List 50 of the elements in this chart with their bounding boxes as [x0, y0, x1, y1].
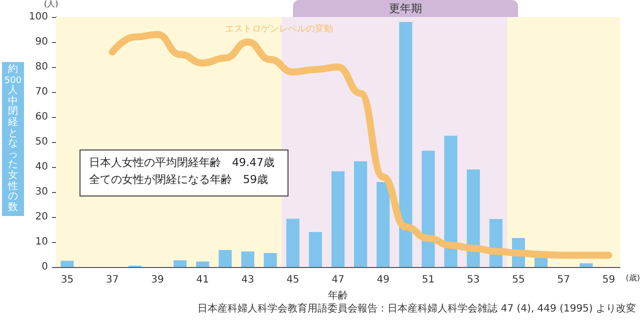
bar	[60, 260, 74, 267]
text: (歳)	[626, 274, 640, 282]
period-tab: 更年期	[292, 0, 518, 17]
y-tick-label: 50	[35, 136, 48, 148]
bar	[308, 232, 322, 267]
y-tick-label: 70	[35, 86, 48, 98]
y-tick-label: 100	[28, 12, 48, 22]
bar	[354, 161, 368, 267]
x-tick-label: 41	[196, 274, 210, 286]
bar	[422, 150, 435, 267]
y-tick-label: 80	[35, 62, 48, 72]
x-tick-label: 51	[422, 274, 435, 286]
bar	[331, 171, 345, 267]
bar	[399, 22, 412, 267]
x-tick-label: 55	[512, 274, 525, 286]
y-tick-label: 30	[35, 186, 48, 198]
x-axis-title: 年齢	[328, 290, 348, 302]
x-tick-label: 39	[151, 274, 164, 286]
x-tick-label: 37	[106, 274, 119, 286]
x-tick-label: 47	[332, 274, 344, 286]
x-tick-label: 57	[557, 274, 570, 286]
x-tick-label: 49	[376, 274, 390, 286]
y-tick-label: 0	[42, 262, 48, 272]
bar	[196, 262, 210, 267]
x-tick-label: 45	[286, 274, 300, 286]
y-tick-label: 90	[35, 36, 48, 48]
bar	[444, 136, 458, 267]
x-tick-label: 53	[466, 274, 480, 286]
y-tick-label: 10	[35, 236, 48, 248]
text: 日本産科婦人科学会教育用語委員会報告：日本産科婦人科学会雑誌 47 (4), 449 (1995) より改変	[198, 302, 636, 314]
annotation: 日本人女性の平均閉経年齢 49.47歳	[89, 156, 274, 169]
bar	[376, 182, 390, 267]
bar	[174, 260, 187, 267]
bar	[218, 250, 232, 267]
bar	[286, 218, 300, 267]
text: エストロゲンレベルの変動	[225, 24, 333, 34]
y-tick-label: 20	[35, 212, 48, 222]
text: 約500人中閉経となった女性の数	[4, 64, 22, 213]
x-tick-label: 35	[60, 274, 74, 286]
bar	[580, 263, 593, 267]
bar	[241, 252, 254, 267]
x-tick-label: 43	[241, 274, 254, 286]
text: (人)	[44, 0, 58, 8]
bar	[264, 253, 277, 267]
y-tick-label: 40	[35, 162, 48, 172]
bar	[534, 258, 548, 267]
y-tick-label: 60	[35, 112, 48, 122]
x-tick-label: 59	[602, 274, 616, 286]
annotation: 全ての女性が閉経になる年齢 59歳	[89, 173, 268, 186]
bar	[466, 170, 480, 267]
